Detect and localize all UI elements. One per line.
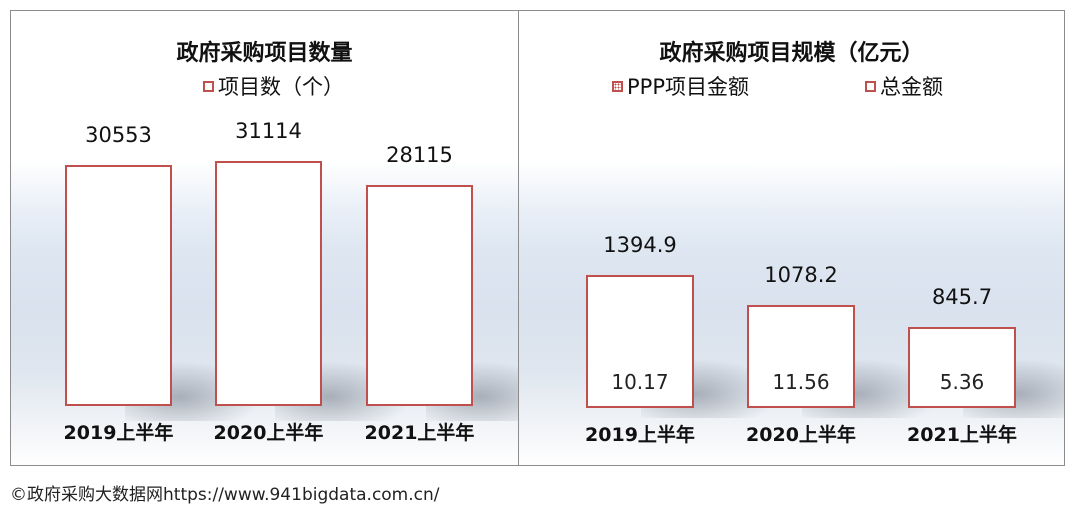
data-label: 28115 [386,142,453,167]
bar [908,327,1016,408]
total-label: 1394.9 [603,233,677,257]
count-chart-panel: 政府采购项目数量 项目数（个） 30553 2019上半年 31114 2020上半年… [10,10,519,466]
category-label: 2021上半年 [907,424,1017,446]
total-label: 845.7 [931,285,993,310]
bar [65,165,172,406]
legend-item-total: 总金额 [865,71,943,101]
legend-swatch [203,80,214,92]
category-label: 2020上半年 [746,424,856,446]
chart-title: 政府采购项目数量 [176,41,353,66]
legend-item-ppp: PPP项目金额 [612,71,749,101]
data-label: 30553 [85,123,152,148]
category-label: 2019上半年 [63,422,174,444]
bar [747,305,855,408]
category-label: 2021上半年 [364,422,475,444]
bar [366,184,473,406]
legend-swatch [865,80,876,92]
category-label: 2019上半年 [585,424,695,446]
ppp-label: 11.56 [772,370,830,394]
ppp-label: 10.17 [611,370,669,394]
category-label: 2020上半年 [213,422,324,444]
legend-label: 总金额 [880,75,943,99]
bar [215,161,322,406]
legend-label: 项目数（个） [218,75,344,99]
bar [586,275,694,408]
legend-swatch [612,80,623,92]
legend-item-count: 项目数（个） [203,71,344,101]
source-credit: ©政府采购大数据网https://www.941bigdata.com.cn/ [10,485,440,505]
scale-chart-panel: 政府采购项目规模（亿元） PPP项目金额 总金额 1394.9 10.17 2019… [518,10,1065,466]
ppp-label: 5.36 [939,370,985,394]
total-label: 1078.2 [764,263,838,288]
legend-label: PPP项目金额 [627,75,749,99]
data-label: 31114 [235,119,302,143]
chart-title: 政府采购项目规模（亿元） [659,41,924,66]
